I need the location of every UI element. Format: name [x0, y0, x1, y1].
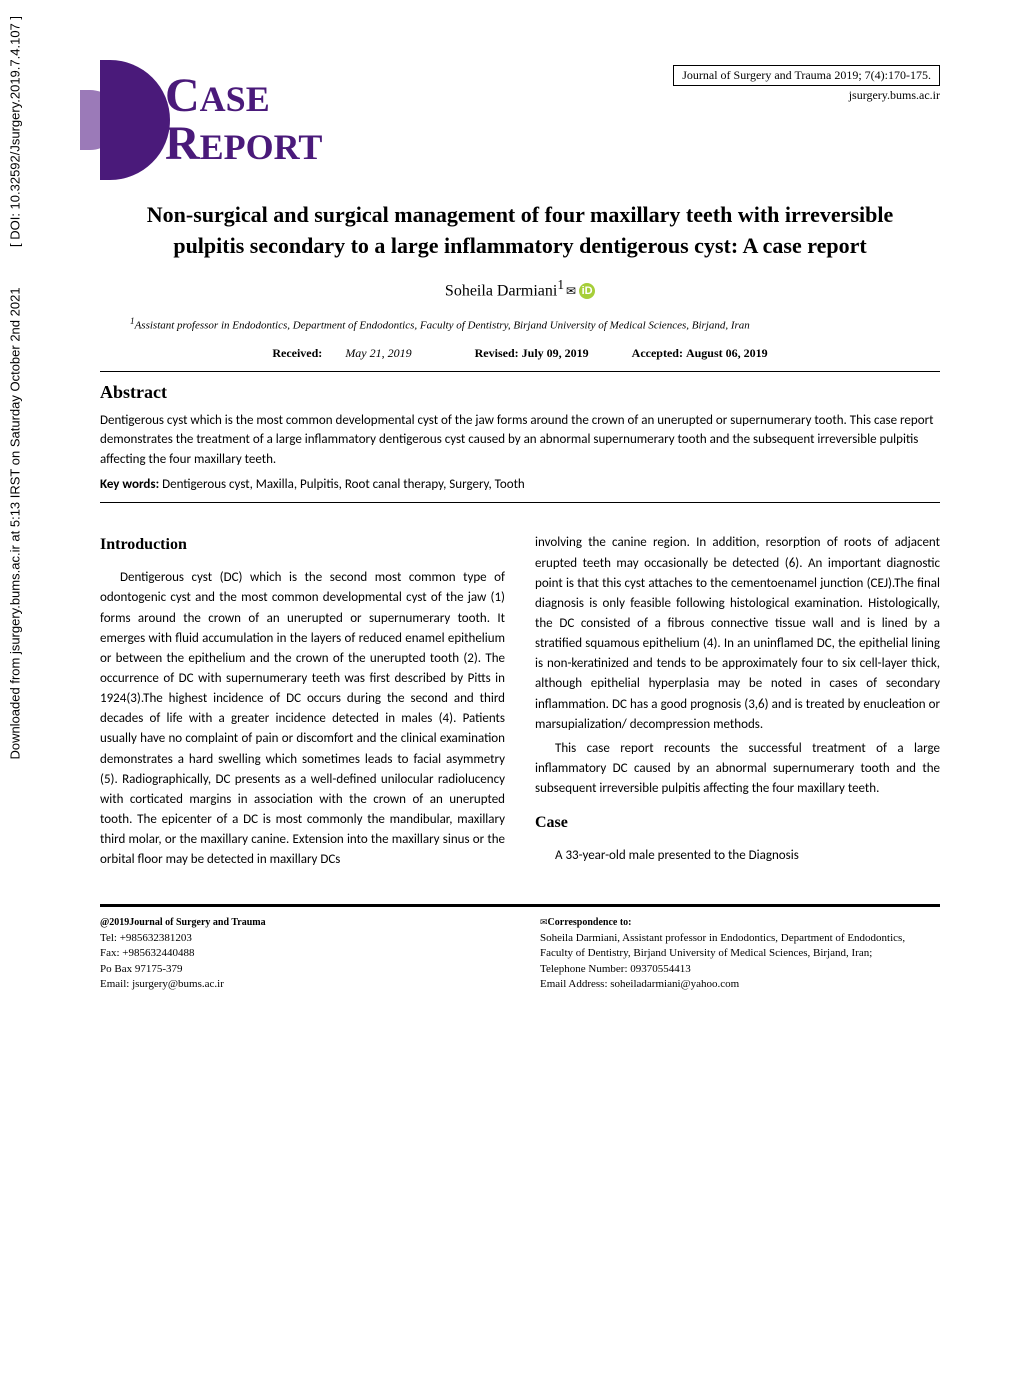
journal-citation: Journal of Surgery and Trauma 2019; 7(4)…: [673, 65, 940, 86]
abstract-heading: Abstract: [100, 382, 940, 403]
author-superscript: 1: [557, 277, 564, 292]
footer-right: ✉Correspondence to: Soheila Darmiani, As…: [540, 915, 940, 992]
accepted-label: Accepted:: [632, 346, 683, 360]
abstract-section: Abstract Dentigerous cyst which is the m…: [100, 371, 940, 504]
revised-label: Revised:: [475, 346, 519, 360]
introduction-heading: Introduction: [100, 533, 505, 558]
article-title: Non-surgical and surgical management of …: [140, 200, 900, 262]
page-content: CASE REPORT Journal of Surgery and Traum…: [0, 0, 1020, 1032]
affiliation: 1Assistant professor in Endodontics, Dep…: [130, 315, 910, 334]
footer-email: Email: jsurgery@bums.ac.ir: [100, 978, 224, 990]
intro-para-1: Dentigerous cyst (DC) which is the secon…: [100, 568, 505, 870]
revised-date: July 09, 2019: [522, 346, 589, 360]
keywords-line: Key words: Dentigerous cyst, Maxilla, Pu…: [100, 477, 940, 492]
abstract-text: Dentigerous cyst which is the most commo…: [100, 411, 940, 470]
content-columns: Introduction Dentigerous cyst (DC) which…: [100, 533, 940, 874]
journal-url: jsurgery.bums.ac.ir: [673, 88, 940, 103]
intro-para-3: This case report recounts the successful…: [535, 739, 940, 799]
footer-pobox: Po Bax 97175-379: [100, 963, 183, 975]
author-icons: ✉iD: [564, 283, 595, 299]
envelope-icon: ✉: [566, 284, 576, 299]
correspondence-email: Email Address: soheiladarmiani@yahoo.com: [540, 978, 739, 990]
author-name: Soheila Darmiani: [445, 282, 557, 299]
revised-block: Revised: July 09, 2019: [475, 346, 589, 360]
case-heading: Case: [535, 811, 940, 836]
keywords-label: Key words:: [100, 477, 159, 492]
case-line: CASE: [165, 72, 322, 120]
case-big-c: C: [165, 69, 200, 122]
case-rest: ASE: [200, 79, 270, 119]
received-label: Received:: [272, 346, 322, 360]
affiliation-text: Assistant professor in Endodontics, Depa…: [135, 320, 750, 332]
case-report-text: CASE REPORT: [150, 72, 322, 168]
right-column: involving the canine region. In addition…: [535, 533, 940, 874]
report-big-r: R: [165, 117, 200, 170]
correspondence-phone: Telephone Number: 09370554413: [540, 963, 691, 975]
envelope-small-icon: ✉: [540, 917, 548, 927]
accepted-date: August 06, 2019: [686, 346, 768, 360]
case-report-logo: CASE REPORT: [100, 60, 322, 180]
author-line: Soheila Darmiani1✉iD: [100, 277, 940, 300]
report-line: REPORT: [165, 120, 322, 168]
report-rest: EPORT: [200, 127, 323, 167]
accepted-block: Accepted: August 06, 2019: [632, 346, 768, 360]
left-column: Introduction Dentigerous cyst (DC) which…: [100, 533, 505, 874]
footer-left: @2019Journal of Surgery and Trauma Tel: …: [100, 915, 500, 992]
keywords-text: Dentigerous cyst, Maxilla, Pulpitis, Roo…: [159, 477, 525, 492]
intro-para-2: involving the canine region. In addition…: [535, 533, 940, 734]
received-block: Received: May 21, 2019: [272, 346, 431, 360]
orcid-icon[interactable]: iD: [579, 283, 595, 299]
dates-line: Received: May 21, 2019 Revised: July 09,…: [100, 346, 940, 361]
case-para-1: A 33-year-old male presented to the Diag…: [535, 846, 940, 866]
footer-fax: Fax: +985632440488: [100, 947, 195, 959]
journal-info: Journal of Surgery and Trauma 2019; 7(4)…: [673, 65, 940, 103]
copyright-text: @2019Journal of Surgery and Trauma: [100, 917, 266, 928]
footer-section: @2019Journal of Surgery and Trauma Tel: …: [100, 904, 940, 992]
correspondence-label: Correspondence to:: [548, 917, 632, 928]
received-date: May 21, 2019: [345, 346, 411, 360]
footer-tel: Tel: +985632381203: [100, 932, 192, 944]
correspondence-text: Soheila Darmiani, Assistant professor in…: [540, 932, 905, 959]
header-section: CASE REPORT Journal of Surgery and Traum…: [100, 60, 940, 180]
